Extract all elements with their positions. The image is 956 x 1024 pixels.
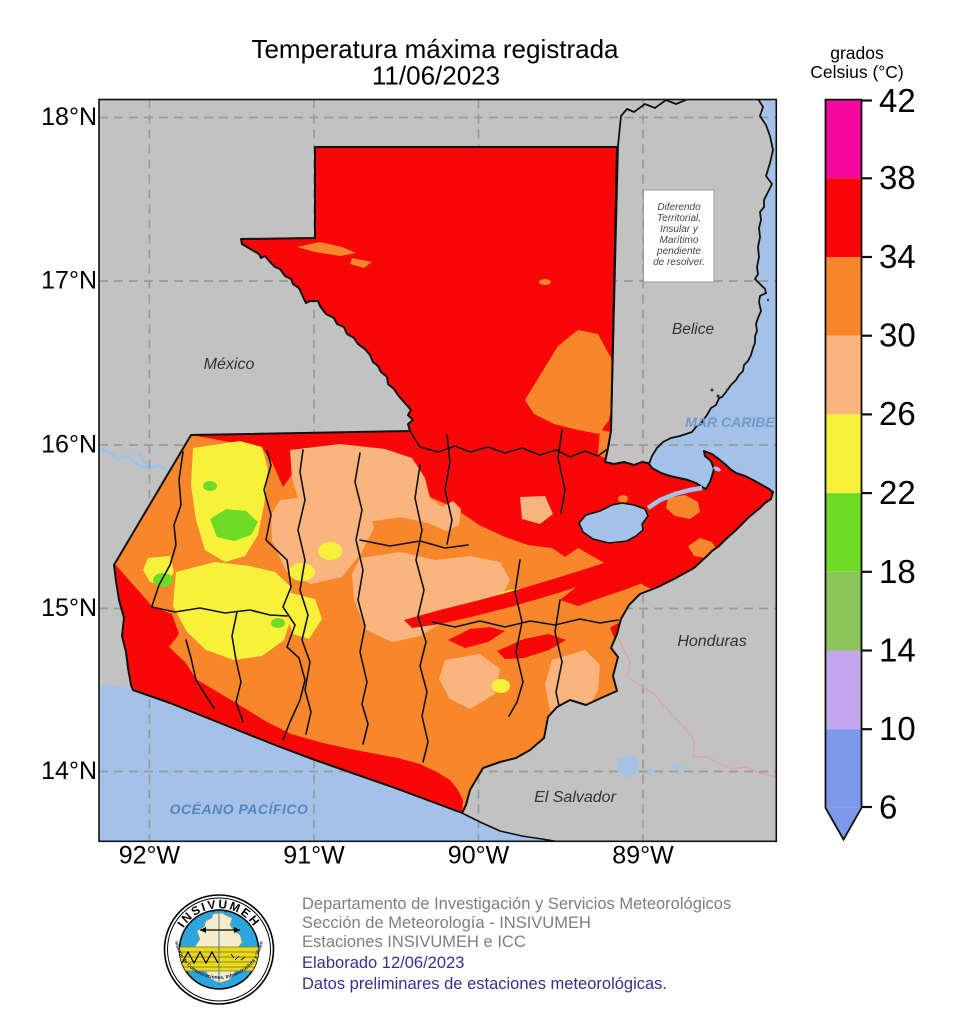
svg-text:de resolver.: de resolver.	[653, 257, 705, 268]
svg-text:89°W: 89°W	[612, 842, 674, 870]
svg-text:Diferendo: Diferendo	[657, 202, 701, 213]
svg-text:Departamento de Investigación: Departamento de Investigación y Servicio…	[302, 895, 731, 913]
svg-text:México: México	[204, 356, 255, 373]
svg-text:11/06/2023: 11/06/2023	[372, 61, 500, 91]
svg-text:14: 14	[879, 632, 916, 669]
svg-text:Elaborado 12/06/2023: Elaborado 12/06/2023	[302, 954, 464, 972]
svg-text:26: 26	[879, 395, 916, 432]
svg-text:16°N: 16°N	[41, 431, 97, 459]
svg-text:10: 10	[879, 710, 916, 747]
svg-text:6: 6	[879, 789, 897, 826]
svg-text:22: 22	[879, 474, 916, 511]
svg-text:El Salvador: El Salvador	[534, 789, 616, 806]
svg-text:38: 38	[879, 159, 916, 196]
svg-text:grados: grados	[830, 43, 884, 63]
svg-text:Honduras: Honduras	[677, 633, 746, 650]
svg-text:pendiente: pendiente	[656, 246, 701, 257]
svg-text:14°N: 14°N	[41, 757, 97, 785]
svg-text:91°W: 91°W	[283, 842, 345, 870]
svg-text:30: 30	[879, 317, 916, 354]
svg-text:Insular y: Insular y	[660, 224, 699, 235]
svg-text:90°W: 90°W	[448, 842, 510, 870]
svg-text:OCÉANO PACÍFICO: OCÉANO PACÍFICO	[170, 801, 309, 817]
svg-text:17°N: 17°N	[41, 267, 97, 295]
svg-text:Estaciones INSIVUMEH e ICC: Estaciones INSIVUMEH e ICC	[302, 933, 526, 951]
svg-text:MAR CARIBE: MAR CARIBE	[685, 414, 775, 430]
svg-text:15°N: 15°N	[41, 594, 97, 622]
svg-text:Sección de Meteorología - INSI: Sección de Meteorología - INSIVUMEH	[302, 914, 591, 932]
svg-text:92°W: 92°W	[119, 842, 181, 870]
svg-text:34: 34	[879, 238, 916, 275]
svg-text:Celsius (°C): Celsius (°C)	[810, 62, 904, 82]
svg-text:Territorial,: Territorial,	[657, 213, 701, 224]
svg-text:42: 42	[879, 82, 916, 119]
svg-text:18°N: 18°N	[41, 103, 97, 131]
svg-text:Datos preliminares de estacion: Datos preliminares de estaciones meteoro…	[302, 975, 667, 993]
svg-text:Temperatura máxima registrada: Temperatura máxima registrada	[251, 34, 619, 64]
svg-text:18: 18	[879, 553, 916, 590]
svg-text:Marítimo: Marítimo	[660, 235, 699, 246]
svg-text:Belice: Belice	[672, 321, 715, 338]
